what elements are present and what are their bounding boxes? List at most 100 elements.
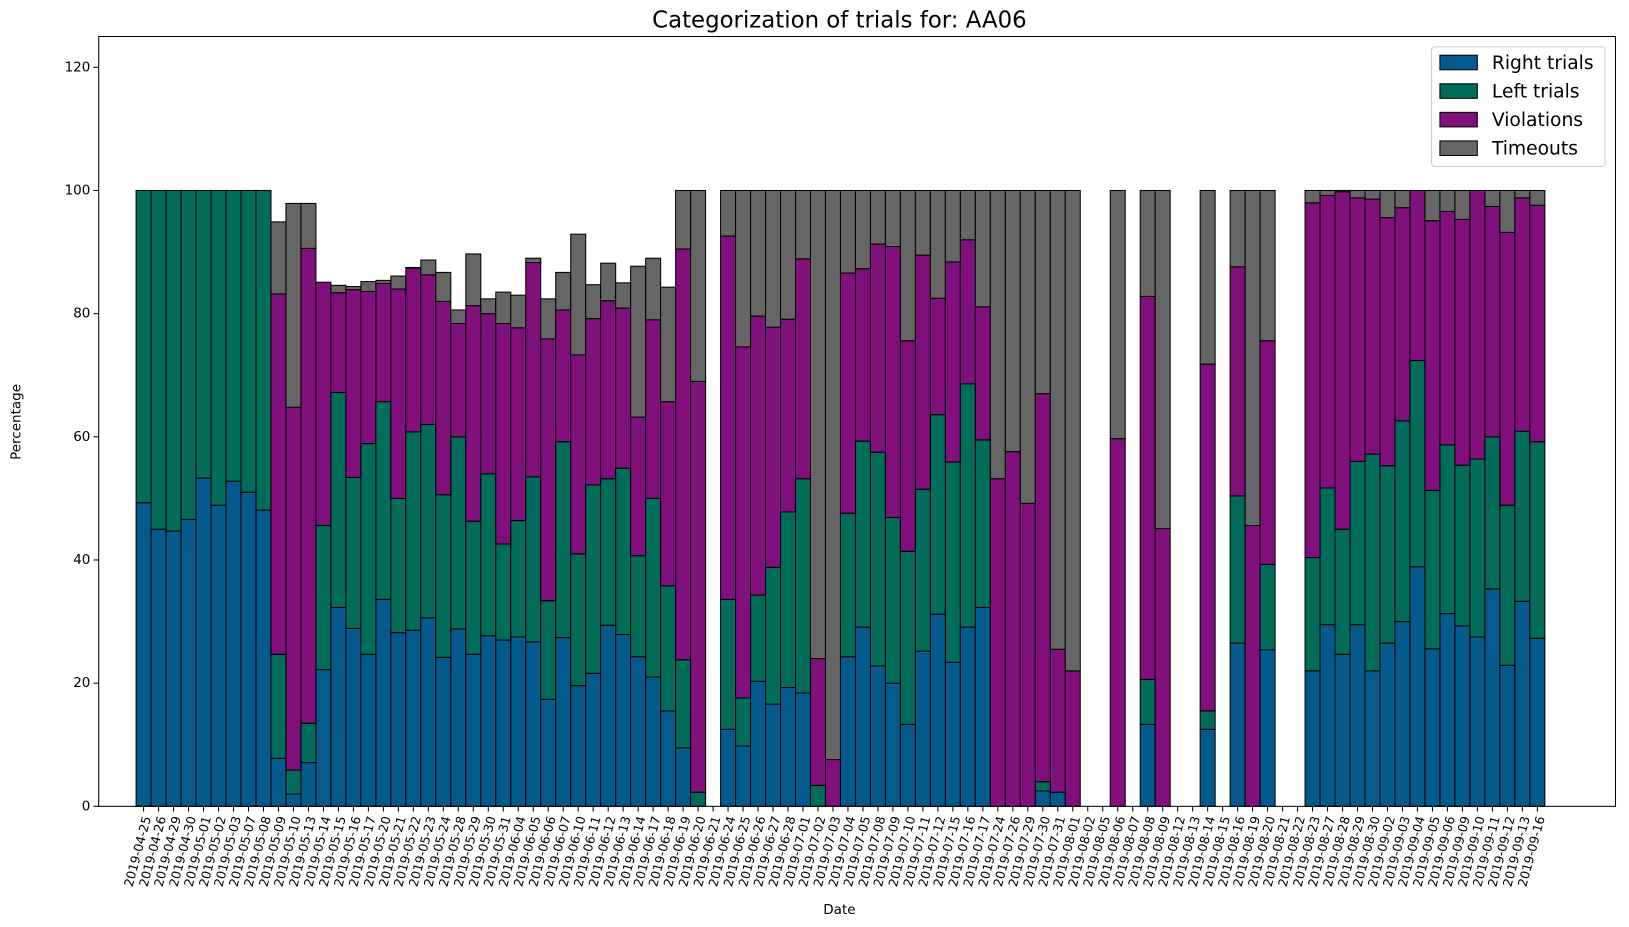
bar-segment [1529,637,1546,807]
bar-segment [959,189,976,241]
bar-segment [1334,191,1351,530]
bar-segment [720,598,737,730]
bar-segment [1109,189,1126,440]
bar-segment [630,416,647,557]
bar-segment [240,491,257,807]
bar-segment [1484,205,1501,438]
bar-segment [630,555,647,658]
bar-segment [750,680,767,807]
bar-segment [1439,189,1456,212]
bar-segment [330,606,347,807]
bar-segment [1154,528,1171,807]
bar-segment [255,189,272,511]
bar-segment [1304,670,1321,807]
bar-segment [480,635,497,807]
bar-segment [1439,210,1456,446]
bar-segment [1439,613,1456,807]
bar-segment [1259,189,1276,342]
bar-segment [480,298,497,315]
bar-segment [839,656,856,807]
bar-segment [735,189,752,348]
y-tick-label: 20 [73,675,90,691]
bar-segment [750,189,767,317]
bar-segment [210,504,227,807]
bar-segment [150,528,167,807]
bar-segment [615,282,632,309]
bar-segment [585,484,602,674]
bar-segment [330,284,347,294]
bar-segment [1139,723,1156,807]
bar-segment [794,692,812,807]
bar-segment [1379,189,1396,219]
bar-segment [315,524,332,671]
bar-segment [1349,189,1366,199]
bar-segment [660,585,677,712]
bar-segment [1439,444,1456,615]
bar-segment [210,189,227,506]
bar-segment [750,594,767,682]
bar-segment [390,288,407,499]
bar-segment [540,698,557,807]
bar-segment [854,440,871,628]
bar-segment [615,633,632,807]
bar-segment [899,550,916,725]
bar-segment [525,476,542,643]
bar-segment [1019,189,1036,504]
bar-segment [1469,458,1486,638]
bar-segment [525,262,542,478]
bar-segment [1259,563,1276,651]
bar-segment [360,281,377,292]
y-tick-label: 100 [65,182,91,198]
bar-segment [360,443,377,655]
bar-segment [1064,189,1081,672]
bar-segment [675,659,692,749]
bar-segment [884,516,901,684]
bar-segment [525,641,542,807]
legend-label: Violations [1492,110,1583,131]
bar-segment [1424,648,1441,807]
bar-segment [1364,189,1381,200]
bar-segment [1199,710,1216,730]
bar-segment [1334,653,1351,807]
bar-segment [1514,197,1531,432]
bar-segment [929,189,946,299]
bar-segment [1529,204,1546,443]
bar-segment [780,189,797,320]
bar-segment [300,202,317,249]
bar-segment [1484,588,1501,807]
bar-segment [794,478,812,694]
bar-segment [540,298,557,340]
bar-segment [899,723,916,807]
bar-segment [420,423,437,619]
bar-segment [285,202,302,408]
bar-segment [884,682,901,807]
bar-segment [285,769,302,795]
bar-segment [1199,728,1216,807]
x-axis-label: Date [823,902,855,918]
bar-segment [180,189,197,520]
bar-segment [794,189,812,260]
bar-segment [645,319,662,499]
bar-segment [555,637,572,807]
bar-segment [405,266,422,269]
bar-segment [420,259,437,276]
bar-segment [600,300,617,480]
bar-segment [989,478,1006,807]
bar-segment [1259,340,1276,565]
bar-segment [1349,624,1366,807]
bar-segment [750,315,767,596]
legend-swatch [1439,54,1478,71]
bar-segment [914,488,931,652]
bar-segment [1139,189,1156,297]
bar-segment [585,672,602,807]
bar-segment [435,300,452,496]
bar-segment [615,307,632,469]
bar-segment [135,502,152,807]
bar-segment [974,306,991,441]
bar-segment [465,253,482,307]
bar-segment [884,189,901,248]
bar-segment [1409,359,1426,568]
bar-segment [375,598,392,807]
bar-segment [345,286,362,291]
